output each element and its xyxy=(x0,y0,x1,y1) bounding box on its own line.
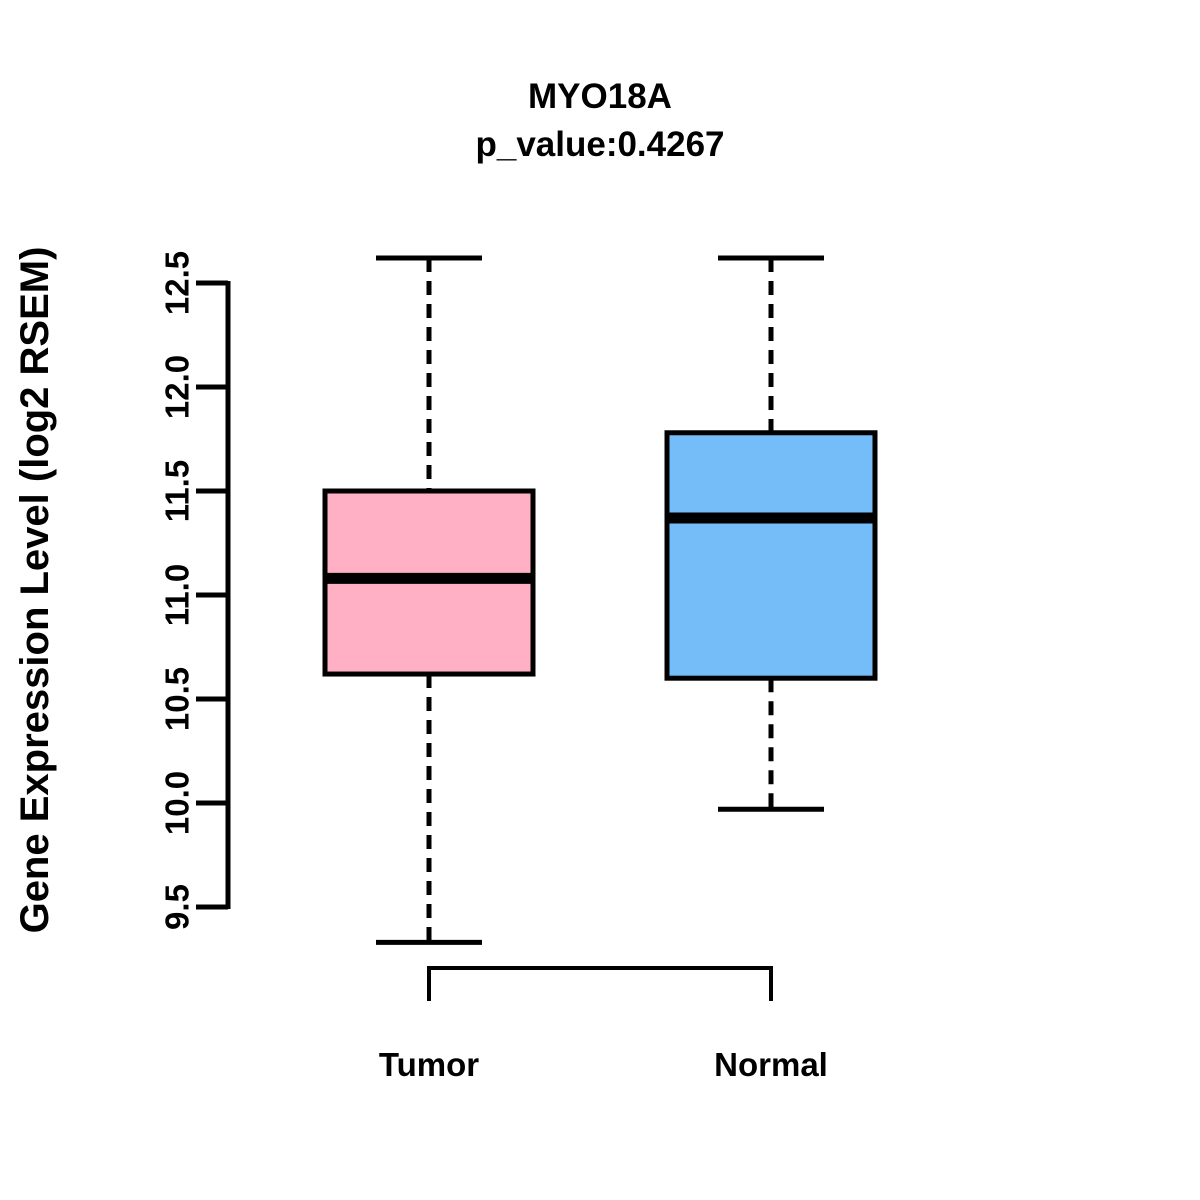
y-axis-tick-label: 10.0 xyxy=(159,771,196,835)
y-axis-tick-label: 10.5 xyxy=(159,667,196,731)
boxplot-box-normal xyxy=(664,255,878,812)
x-axis-label-normal: Normal xyxy=(714,1046,828,1083)
y-axis-tick-label: 11.0 xyxy=(159,564,196,626)
boxplot-box-tumor xyxy=(322,255,536,945)
chart-title: MYO18A xyxy=(528,77,672,116)
y-axis-label: Gene Expression Level (log2 RSEM) xyxy=(13,247,57,934)
box-series xyxy=(322,255,878,945)
y-axis-tick-label: 12.5 xyxy=(159,251,196,315)
y-axis: 12.5 12.0 11.5 11.0 10.5 10.0 9.5 xyxy=(159,251,231,930)
y-axis-tick-label: 12.0 xyxy=(159,355,196,419)
chart-subtitle: p_value:0.4267 xyxy=(475,125,724,164)
x-axis-label-tumor: Tumor xyxy=(379,1046,479,1083)
box-iqr-rect xyxy=(664,430,878,681)
x-axis-tick-labels: Tumor Normal xyxy=(379,1046,828,1083)
x-axis-line xyxy=(427,966,773,1001)
y-axis-tick-label: 11.5 xyxy=(159,460,196,522)
y-axis-tick-label: 9.5 xyxy=(159,884,196,930)
x-axis xyxy=(427,966,773,1001)
